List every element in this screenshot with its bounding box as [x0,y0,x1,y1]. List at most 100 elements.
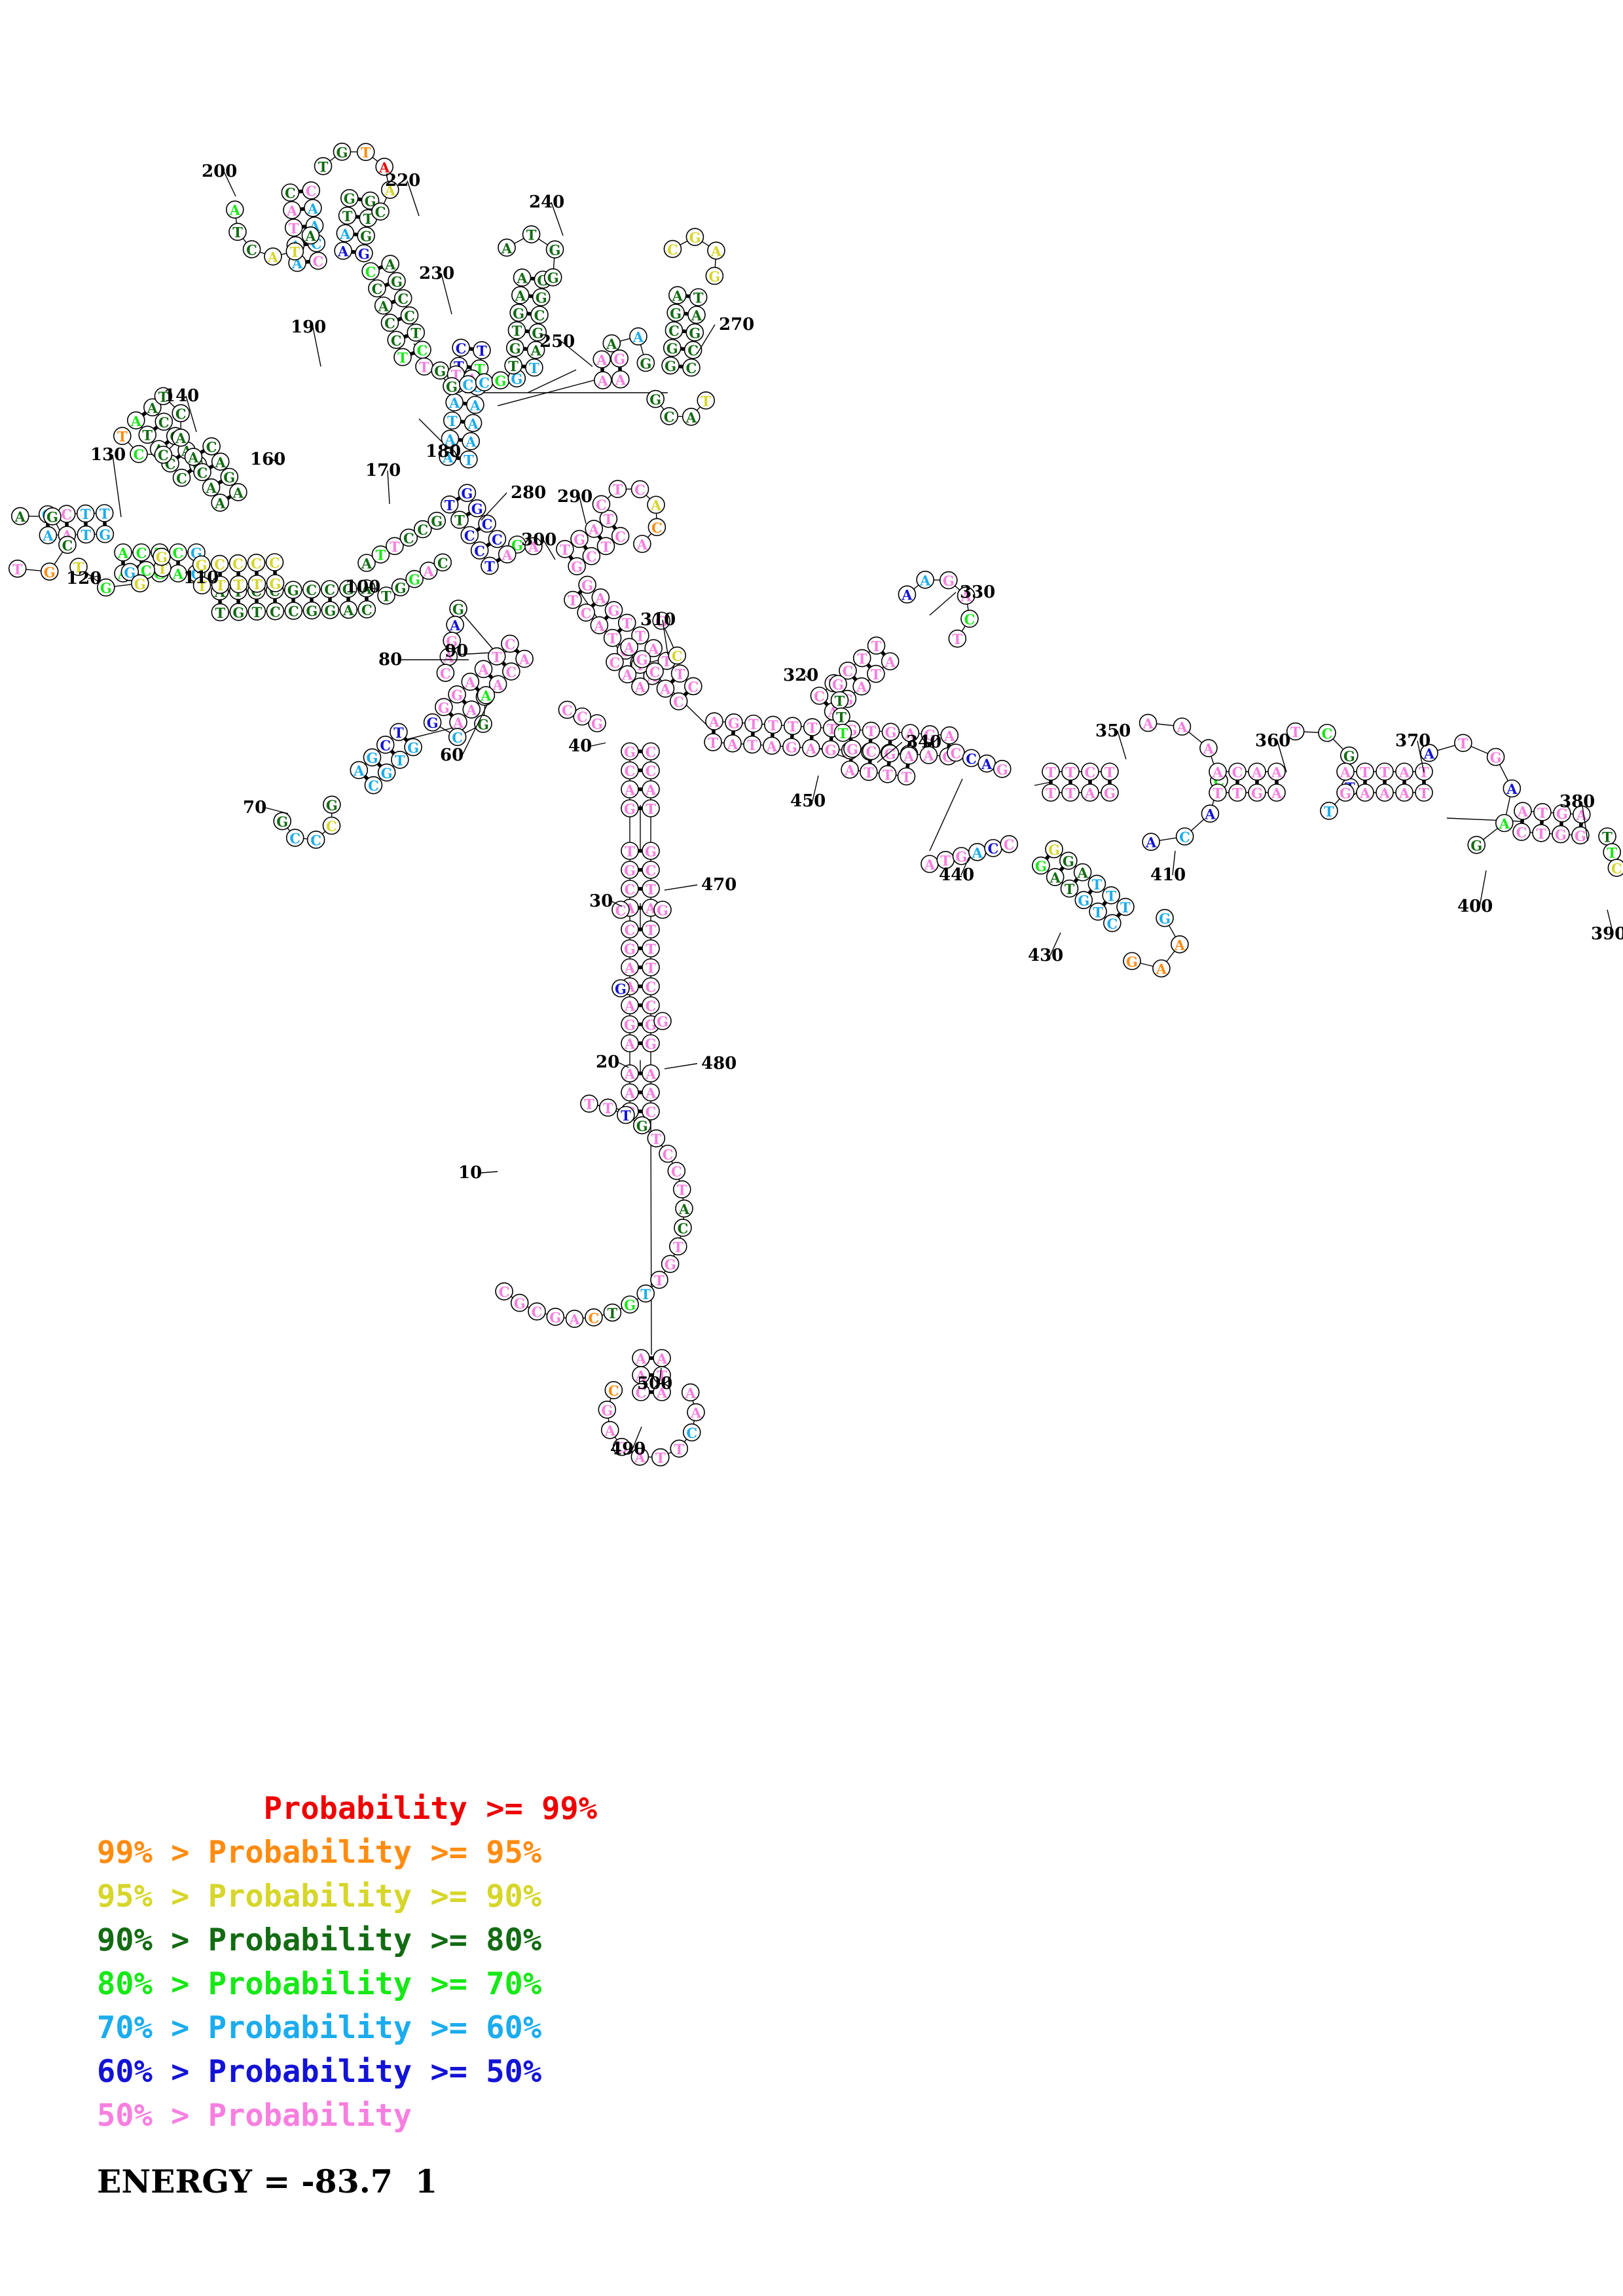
svg-text:C: C [646,763,657,780]
svg-text:T: T [464,452,474,468]
svg-text:T: T [289,220,299,236]
svg-text:A: A [594,590,606,606]
svg-text:T: T [708,734,718,751]
svg-text:C: C [1179,829,1190,846]
svg-text:C: C [474,543,485,560]
svg-text:G: G [943,573,955,589]
svg-text:A: A [632,329,644,345]
svg-text:A: A [342,602,354,619]
svg-text:T: T [836,709,847,725]
sequence-number-label: 200 [202,162,237,181]
svg-text:G: G [471,501,483,517]
sequence-number-label: 480 [701,1054,737,1073]
svg-text:A: A [596,352,608,368]
sequence-number-label: 190 [291,317,326,337]
svg-text:A: A [232,484,244,501]
svg-text:A: A [901,587,913,603]
svg-text:T: T [953,631,963,647]
svg-text:G: G [427,715,439,731]
svg-text:C: C [482,516,493,533]
svg-text:C: C [158,447,169,463]
svg-text:G: G [511,371,522,387]
svg-text:A: A [515,287,526,304]
svg-text:G: G [446,634,458,650]
svg-text:G: G [407,740,419,756]
svg-text:A: A [645,1066,657,1083]
svg-text:T: T [1120,899,1131,916]
svg-text:A: A [1204,806,1216,823]
svg-text:G: G [514,1295,526,1312]
svg-text:A: A [844,762,856,778]
svg-text:T: T [768,717,778,734]
svg-text:A: A [621,667,633,683]
svg-text:A: A [904,725,916,742]
svg-text:C: C [625,882,636,898]
svg-text:C: C [251,555,262,571]
svg-text:A: A [678,1201,690,1217]
svg-text:G: G [1035,858,1047,874]
svg-text:C: C [687,679,699,695]
svg-text:G: G [581,577,593,594]
svg-text:G: G [549,1309,561,1325]
sequence-number-label: 450 [790,791,826,811]
svg-text:A: A [214,495,226,512]
svg-text:T: T [477,343,487,359]
sequence-number-label: 380 [1559,792,1595,812]
svg-text:T: T [1065,785,1076,802]
svg-text:G: G [636,652,648,668]
svg-text:T: T [512,323,522,339]
sequence-number-label: 410 [1150,865,1186,885]
svg-text:C: C [232,556,244,572]
svg-text:C: C [615,528,626,545]
svg-text:T: T [361,145,371,161]
svg-text:C: C [625,922,636,939]
svg-text:C: C [532,1304,543,1320]
svg-text:T: T [651,1131,662,1147]
svg-text:A: A [685,1385,697,1401]
svg-text:G: G [574,531,585,548]
svg-text:T: T [12,561,23,577]
svg-text:T: T [363,211,373,227]
svg-text:T: T [857,651,867,667]
svg-text:A: A [1076,865,1088,881]
sequence-number-label: 330 [960,583,995,602]
svg-text:A: A [117,545,129,562]
svg-text:T: T [1419,785,1429,802]
sequence-number-label: 290 [557,487,593,507]
svg-text:C: C [615,903,627,919]
svg-text:A: A [635,1351,647,1367]
svg-text:A: A [492,677,503,693]
svg-text:G: G [885,725,897,741]
svg-text:A: A [624,998,636,1014]
svg-text:C: C [368,778,379,794]
svg-text:A: A [1359,785,1371,802]
svg-text:G: G [601,1402,613,1418]
svg-text:G: G [438,700,450,716]
sequence-number-label: 30 [589,891,613,911]
svg-text:T: T [73,560,84,576]
svg-text:G: G [624,863,636,879]
svg-text:A: A [919,572,931,588]
svg-text:T: T [1065,764,1076,781]
sequence-number-label: 130 [90,445,126,465]
svg-text:T: T [621,1107,631,1124]
svg-text:C: C [687,342,699,359]
svg-text:G: G [624,744,636,761]
svg-text:G: G [571,559,583,575]
svg-text:C: C [1085,764,1096,781]
svg-text:T: T [1213,785,1223,802]
svg-text:C: C [365,264,376,280]
svg-text:C: C [843,663,854,679]
svg-text:T: T [445,497,455,513]
sequence-number-label: 250 [539,332,575,351]
svg-text:T: T [608,1305,618,1321]
sequence-number-label: 440 [939,865,974,885]
svg-text:C: C [966,751,977,767]
svg-text:G: G [657,1014,668,1030]
svg-text:C: C [964,611,976,628]
svg-text:G: G [1340,785,1351,802]
svg-text:G: G [100,580,112,596]
svg-text:T: T [835,692,845,709]
svg-text:T: T [568,592,578,609]
svg-text:A: A [452,715,464,731]
